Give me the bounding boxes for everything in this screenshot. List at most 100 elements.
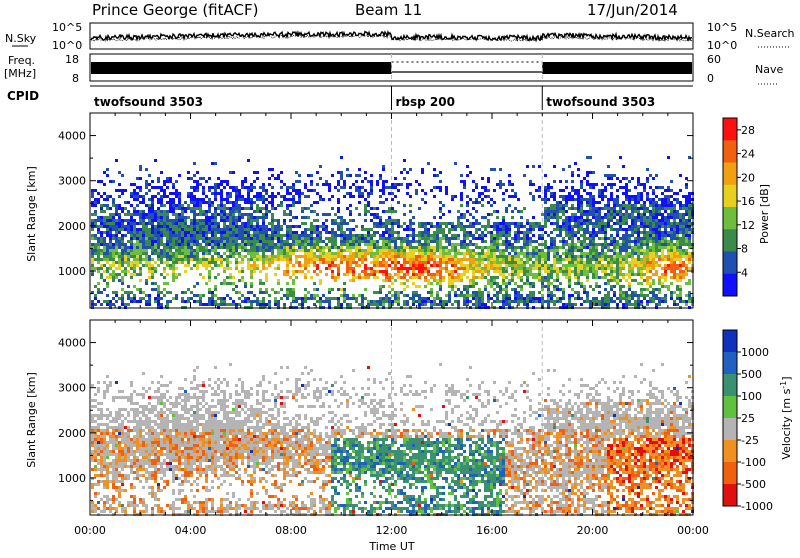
power-cell [493, 276, 496, 279]
power-cell [217, 177, 220, 180]
power-cell [364, 258, 367, 261]
power-cell [301, 222, 304, 225]
power-cell [190, 240, 193, 243]
power-cell [649, 198, 652, 201]
power-cell [115, 252, 118, 255]
power-cell [244, 231, 247, 234]
power-cell [379, 252, 382, 255]
power-cell [163, 276, 166, 279]
power-cell [640, 216, 643, 219]
power-cell [322, 240, 325, 243]
power-cell [343, 273, 346, 276]
power-cell [253, 237, 256, 240]
power-cell [256, 243, 259, 246]
power-cell [415, 294, 418, 297]
power-cell [103, 300, 106, 303]
power-cell [454, 270, 457, 273]
power-cell [421, 246, 424, 249]
power-cell [277, 174, 280, 177]
power-cell [490, 252, 493, 255]
power-cell [562, 267, 565, 270]
power-cell [466, 258, 469, 261]
power-cell [97, 216, 100, 219]
power-cell [376, 231, 379, 234]
power-cell [466, 288, 469, 291]
power-cell [421, 168, 424, 171]
power-cell [139, 177, 142, 180]
power-cell [658, 219, 661, 222]
power-cell [394, 300, 397, 303]
power-cell [229, 210, 232, 213]
power-cell [544, 186, 547, 189]
power-cell [598, 195, 601, 198]
power-cell [661, 252, 664, 255]
power-cell [175, 228, 178, 231]
power-cell [106, 294, 109, 297]
power-cell [541, 264, 544, 267]
power-cell [352, 279, 355, 282]
power-cell [451, 264, 454, 267]
power-cell [505, 249, 508, 252]
power-cell [226, 240, 229, 243]
power-cell [562, 243, 565, 246]
power-cell [592, 258, 595, 261]
power-cell [130, 222, 133, 225]
power-cell [163, 252, 166, 255]
power-cell [316, 183, 319, 186]
power-cell [544, 231, 547, 234]
power-cell [655, 201, 658, 204]
power-cell [550, 210, 553, 213]
power-cell [163, 231, 166, 234]
power-cell [412, 297, 415, 300]
power-cell [280, 288, 283, 291]
power-cell [154, 261, 157, 264]
power-cell [172, 231, 175, 234]
power-cell [622, 213, 625, 216]
power-cell [187, 264, 190, 267]
power-cell [487, 189, 490, 192]
power-cell [388, 216, 391, 219]
power-cell [643, 189, 646, 192]
power-cell [463, 288, 466, 291]
power-cell [289, 246, 292, 249]
power-cell [256, 210, 259, 213]
power-cell [637, 255, 640, 258]
power-cell [487, 177, 490, 180]
power-cell [346, 270, 349, 273]
power-cell [466, 204, 469, 207]
power-cell [145, 234, 148, 237]
power-cell [382, 270, 385, 273]
power-cell [277, 204, 280, 207]
power-cell [634, 294, 637, 297]
power-cell [286, 288, 289, 291]
power-cell [217, 225, 220, 228]
power-cell [292, 195, 295, 198]
power-cell [232, 207, 235, 210]
power-cell [220, 192, 223, 195]
power-cell [118, 225, 121, 228]
power-cell [544, 252, 547, 255]
power-cell [181, 297, 184, 300]
power-cell [217, 213, 220, 216]
power-cell [169, 246, 172, 249]
power-cell [229, 216, 232, 219]
power-cell [421, 222, 424, 225]
power-cell [169, 204, 172, 207]
power-cell [505, 303, 508, 306]
power-cell [418, 300, 421, 303]
power-cell [94, 246, 97, 249]
power-cell [145, 183, 148, 186]
power-cell [382, 165, 385, 168]
power-cell [634, 222, 637, 225]
power-cell [178, 234, 181, 237]
power-cell [379, 303, 382, 306]
power-cell [634, 201, 637, 204]
power-cell [202, 276, 205, 279]
power-cell [571, 174, 574, 177]
power-cell [412, 282, 415, 285]
power-cell [628, 195, 631, 198]
power-cell [130, 240, 133, 243]
power-cell [121, 282, 124, 285]
power-cell [364, 234, 367, 237]
power-cell [589, 252, 592, 255]
